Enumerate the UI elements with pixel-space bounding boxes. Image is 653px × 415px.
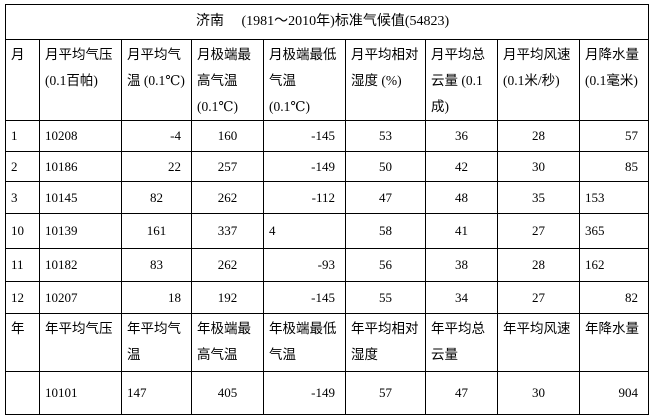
table-cell: 41	[425, 213, 498, 249]
table-cell: 262	[191, 248, 264, 282]
header-cell: 月极端最高气温 (0.1℃)	[191, 39, 264, 121]
table-cell: 38	[425, 248, 498, 282]
table-cell: 82	[579, 281, 649, 314]
table-cell: 365	[579, 213, 649, 249]
table-cell: 10101	[39, 371, 122, 415]
table-row: 11 10182 83 262 -93 56 38 28 162	[5, 248, 649, 282]
table-cell: 56	[345, 248, 426, 282]
table-cell: -93	[263, 248, 346, 282]
table-cell: 28	[497, 120, 580, 152]
table-cell: 337	[191, 213, 264, 249]
annual-header-row: 年年平均气压 年平均气温 年极端最高气温 年极端最低气温 年平均相对湿度 年平均总云量 年平…	[5, 313, 649, 372]
table-cell: 10208	[39, 120, 122, 152]
table-cell: 161	[121, 213, 192, 249]
annual-row: 10101 147 405 -149 57 47 30 904	[5, 371, 649, 415]
table-cell: 405	[191, 371, 264, 415]
table-cell: 257	[191, 151, 264, 182]
table-cell: 53	[345, 120, 426, 152]
table-row: 1 10208 -4 160 -145 53 36 28 57	[5, 120, 649, 152]
table-cell: 50	[345, 151, 426, 182]
header-cell: 月降水量(0.1毫米)	[579, 39, 649, 121]
table-cell: -4	[121, 120, 192, 152]
table-cell: 27	[497, 213, 580, 249]
table-cell: 83	[121, 248, 192, 282]
table-cell: 904	[579, 371, 649, 415]
title-row: 济南 (1981～2010年)标准气候值(54823)	[5, 4, 649, 40]
table-cell: 34	[425, 281, 498, 314]
table-row: 3 10145 82 262 -112 47 48 35 153	[5, 181, 649, 214]
table-cell: 10145	[39, 181, 122, 214]
table-cell: 160	[191, 120, 264, 152]
table-row: 2 10186 22 257 -149 50 42 30 85	[5, 151, 649, 182]
table-cell: 22	[121, 151, 192, 182]
table-cell: 47	[425, 371, 498, 415]
table-cell	[5, 371, 40, 415]
table-cell: 10207	[39, 281, 122, 314]
table-cell: -149	[263, 371, 346, 415]
table-cell: 55	[345, 281, 426, 314]
header-cell: 年极端最低气温	[263, 313, 346, 372]
table-cell: 47	[345, 181, 426, 214]
table-cell: 48	[425, 181, 498, 214]
table-cell: -145	[263, 281, 346, 314]
table-cell: 1	[5, 120, 40, 152]
table-cell: 30	[497, 151, 580, 182]
header-cell: 月平均气温 (0.1℃)	[121, 39, 192, 121]
table-cell: 57	[345, 371, 426, 415]
table-cell: 85	[579, 151, 649, 182]
table-cell: 147	[121, 371, 192, 415]
table-cell: 153	[579, 181, 649, 214]
climate-table: 济南 (1981～2010年)标准气候值(54823) 月月平均气压(0.1百帕…	[5, 4, 649, 415]
header-cell: 年降水量	[579, 313, 649, 372]
header-cell: 年	[5, 313, 40, 372]
header-cell: 年平均风速	[497, 313, 580, 372]
table-cell: 42	[425, 151, 498, 182]
table-row: 10 10139 161 337 4 58 41 27 365	[5, 213, 649, 249]
table-cell: 27	[497, 281, 580, 314]
table-cell: 18	[121, 281, 192, 314]
header-cell: 年平均总云量	[425, 313, 498, 372]
table-cell: 36	[425, 120, 498, 152]
table-cell: 10	[5, 213, 40, 249]
table-cell: 3	[5, 181, 40, 214]
table-cell: 12	[5, 281, 40, 314]
header-cell: 月平均总云量 (0.1成)	[425, 39, 498, 121]
header-cell: 月平均气压(0.1百帕)	[39, 39, 122, 121]
table-cell: -145	[263, 120, 346, 152]
table-cell: 10182	[39, 248, 122, 282]
header-cell: 月极端最低气温 (0.1℃)	[263, 39, 346, 121]
header-cell: 年极端最高气温	[191, 313, 264, 372]
header-cell: 月平均相对湿度 (%)	[345, 39, 426, 121]
header-cell: 月平均风速(0.1米/秒)	[497, 39, 580, 121]
table-cell: 4	[263, 213, 346, 249]
table-cell: 35	[497, 181, 580, 214]
header-row: 月月平均气压(0.1百帕) 月平均气温 (0.1℃) 月极端最高气温 (0.1℃) 月…	[5, 39, 649, 121]
table-cell: 192	[191, 281, 264, 314]
table-cell: 28	[497, 248, 580, 282]
table-cell: 10139	[39, 213, 122, 249]
table-cell: -112	[263, 181, 346, 214]
table-cell: 82	[121, 181, 192, 214]
table-cell: -149	[263, 151, 346, 182]
header-cell: 年平均气压	[39, 313, 122, 372]
header-cell: 年平均气温	[121, 313, 192, 372]
header-cell: 月	[5, 39, 40, 121]
table-cell: 30	[497, 371, 580, 415]
table-cell: 58	[345, 213, 426, 249]
table-cell: 162	[579, 248, 649, 282]
table-cell: 11	[5, 248, 40, 282]
table-cell: 10186	[39, 151, 122, 182]
table-cell: 2	[5, 151, 40, 182]
header-cell: 年平均相对湿度	[345, 313, 426, 372]
table-cell: 262	[191, 181, 264, 214]
table-cell: 57	[579, 120, 649, 152]
table-title: 济南 (1981～2010年)标准气候值(54823)	[5, 4, 649, 40]
table-row: 12 10207 18 192 -145 55 34 27 82	[5, 281, 649, 314]
